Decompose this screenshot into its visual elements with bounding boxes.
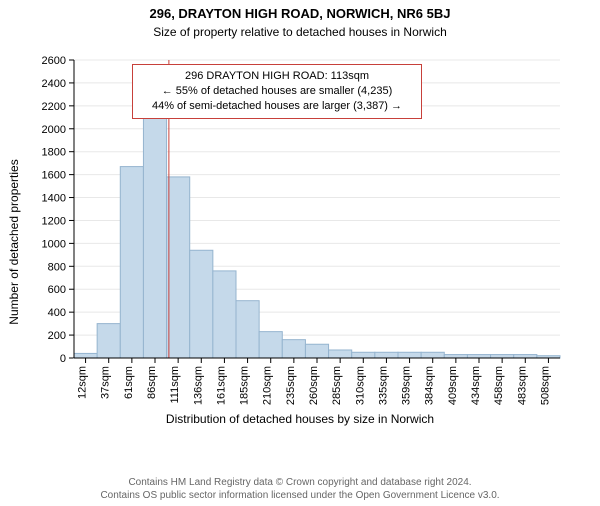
annotation-box: 296 DRAYTON HIGH ROAD: 113sqm ← 55% of d… bbox=[132, 64, 422, 119]
svg-text:136sqm: 136sqm bbox=[192, 366, 204, 405]
svg-text:86sqm: 86sqm bbox=[146, 366, 158, 399]
histogram-bar bbox=[491, 355, 514, 358]
histogram-bar bbox=[213, 271, 236, 358]
svg-text:400: 400 bbox=[48, 307, 66, 319]
histogram-bar bbox=[120, 167, 143, 358]
page-subtitle: Size of property relative to detached ho… bbox=[0, 25, 600, 39]
svg-text:161sqm: 161sqm bbox=[215, 366, 227, 405]
histogram-bar bbox=[167, 177, 190, 358]
svg-text:384sqm: 384sqm bbox=[424, 366, 436, 405]
svg-text:235sqm: 235sqm bbox=[285, 366, 297, 405]
svg-text:185sqm: 185sqm bbox=[239, 366, 251, 405]
histogram-bar bbox=[444, 355, 467, 358]
svg-text:210sqm: 210sqm bbox=[262, 366, 274, 405]
svg-text:260sqm: 260sqm bbox=[308, 366, 320, 405]
histogram-bar bbox=[282, 340, 305, 358]
histogram-bar bbox=[398, 352, 421, 358]
annotation-line-1: 296 DRAYTON HIGH ROAD: 113sqm bbox=[141, 69, 413, 84]
histogram-bar bbox=[352, 352, 375, 358]
svg-text:600: 600 bbox=[48, 284, 66, 296]
annotation-line-2: ← 55% of detached houses are smaller (4,… bbox=[141, 84, 413, 99]
svg-text:409sqm: 409sqm bbox=[447, 366, 459, 405]
page-title: 296, DRAYTON HIGH ROAD, NORWICH, NR6 5BJ bbox=[0, 6, 600, 21]
histogram-bar bbox=[143, 104, 166, 358]
svg-text:2400: 2400 bbox=[42, 78, 66, 90]
svg-text:2000: 2000 bbox=[42, 124, 66, 136]
histogram-bar bbox=[259, 332, 282, 358]
histogram-bar bbox=[375, 352, 398, 358]
chart-container: Number of detached properties 0200400600… bbox=[20, 52, 580, 432]
svg-text:508sqm: 508sqm bbox=[539, 366, 551, 405]
histogram-bar bbox=[467, 355, 490, 358]
svg-text:335sqm: 335sqm bbox=[377, 366, 389, 405]
svg-text:434sqm: 434sqm bbox=[470, 366, 482, 405]
svg-text:285sqm: 285sqm bbox=[331, 366, 343, 405]
svg-text:0: 0 bbox=[60, 353, 66, 365]
svg-text:1600: 1600 bbox=[42, 170, 66, 182]
svg-text:2200: 2200 bbox=[42, 101, 66, 113]
histogram-bar bbox=[236, 301, 259, 358]
svg-text:1000: 1000 bbox=[42, 238, 66, 250]
svg-text:1800: 1800 bbox=[42, 147, 66, 159]
x-axis-label: Distribution of detached houses by size … bbox=[20, 412, 580, 426]
histogram-bar bbox=[74, 353, 97, 358]
svg-text:800: 800 bbox=[48, 261, 66, 273]
annotation-line-3: 44% of semi-detached houses are larger (… bbox=[141, 99, 413, 114]
svg-text:483sqm: 483sqm bbox=[516, 366, 528, 405]
attribution-line-1: Contains HM Land Registry data © Crown c… bbox=[0, 476, 600, 489]
histogram-bar bbox=[329, 350, 352, 358]
svg-text:111sqm: 111sqm bbox=[169, 366, 181, 404]
svg-text:359sqm: 359sqm bbox=[401, 366, 413, 405]
svg-text:458sqm: 458sqm bbox=[493, 366, 505, 405]
histogram-bar bbox=[514, 355, 537, 358]
histogram-bar bbox=[305, 344, 328, 358]
svg-text:1200: 1200 bbox=[42, 215, 66, 227]
y-axis-label: Number of detached properties bbox=[7, 159, 21, 324]
attribution-text: Contains HM Land Registry data © Crown c… bbox=[0, 476, 600, 502]
svg-text:310sqm: 310sqm bbox=[354, 366, 366, 405]
histogram-bar bbox=[190, 250, 213, 358]
svg-text:200: 200 bbox=[48, 330, 66, 342]
svg-text:61sqm: 61sqm bbox=[123, 366, 135, 399]
attribution-line-2: Contains OS public sector information li… bbox=[0, 489, 600, 502]
svg-text:1400: 1400 bbox=[42, 193, 66, 205]
histogram-bar bbox=[97, 324, 120, 358]
svg-text:2600: 2600 bbox=[42, 55, 66, 67]
svg-text:37sqm: 37sqm bbox=[100, 366, 112, 399]
histogram-bar bbox=[421, 352, 444, 358]
svg-text:12sqm: 12sqm bbox=[77, 366, 89, 399]
